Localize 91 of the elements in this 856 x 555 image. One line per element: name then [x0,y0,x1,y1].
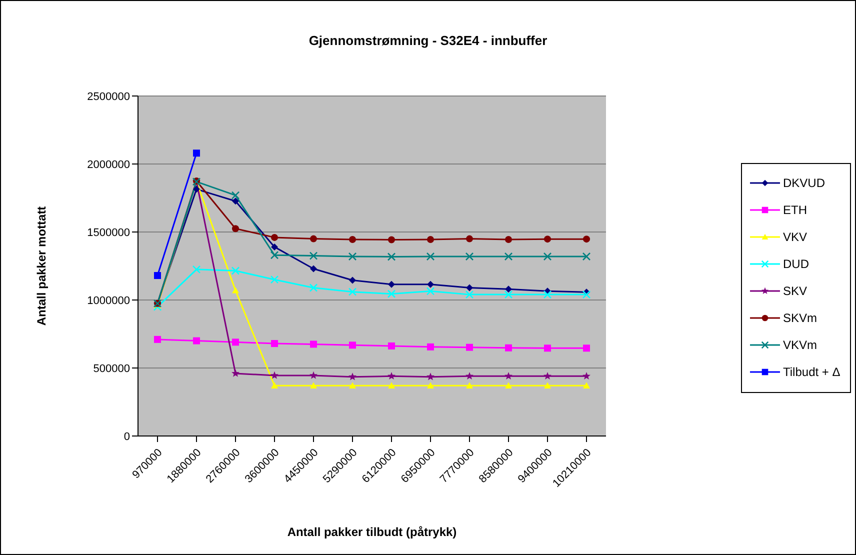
y-tick-label: 0 [124,430,130,443]
point [543,290,552,299]
point [193,150,200,157]
legend-label: SKV [783,284,808,298]
point [427,280,434,288]
point [192,265,201,274]
point [388,342,395,350]
point [309,252,318,260]
point [232,286,239,294]
point [232,338,239,346]
point [582,290,591,299]
point [387,252,396,261]
point [583,236,590,243]
point [544,236,551,243]
chart-title: Gjennomstrømning - S32E4 - innbuffer [308,33,548,48]
legend-label: Tilbudt + Δ [783,365,840,379]
legend-label: SKVm [783,311,818,325]
y-tick-label: 500000 [93,362,130,375]
point [193,337,200,344]
point [232,369,240,377]
point [154,272,161,280]
point [270,275,279,284]
point [310,382,317,388]
point [466,235,473,242]
point [348,252,357,261]
point [154,336,161,343]
point [583,382,590,388]
point [466,382,473,388]
point [505,344,512,352]
point [505,236,512,243]
point [310,371,318,379]
point [426,252,435,261]
point [544,344,551,352]
point [310,235,317,242]
y-tick-label: 1000000 [87,294,130,307]
point [232,198,239,205]
point [426,287,435,296]
point [349,236,356,243]
point [505,286,512,293]
point [543,252,552,261]
point [349,276,356,284]
point [582,252,591,261]
point [504,372,512,380]
point [504,290,513,299]
legend-label: ETH [783,203,807,217]
point [583,344,590,352]
point [582,372,590,380]
point [388,280,395,288]
point [349,382,356,388]
point [270,250,279,260]
point [504,252,513,261]
point [544,372,552,380]
point [231,191,240,200]
y-tick-label: 1500000 [87,226,130,239]
legend-label: VKVm [783,338,818,352]
point [231,266,240,275]
point [271,243,278,250]
point [427,236,434,243]
legend-label: VKV [783,230,808,244]
legend-label: DUD [783,257,809,271]
point [388,382,395,388]
point [309,284,318,292]
y-axis-title: Antall pakker mottatt [34,206,48,326]
point [348,372,356,380]
point [310,265,317,272]
x-axis-title: Antall pakker tilbudt (påtrykk) [287,525,457,539]
point [310,340,317,348]
point [427,343,434,350]
point [544,382,551,388]
point [465,252,474,261]
point [465,290,474,299]
y-tick-label: 2500000 [87,90,130,103]
point [388,236,395,244]
point [349,342,356,349]
point [271,340,278,348]
point [426,372,434,380]
point [232,225,239,232]
point [427,382,434,388]
point [466,344,473,351]
point [466,284,473,292]
y-tick-label: 2000000 [87,158,130,171]
legend-label: DKVUD [783,176,826,190]
point [387,290,396,298]
point [270,371,278,379]
point [271,234,278,241]
point [505,382,512,388]
point [388,372,396,380]
point [348,288,357,296]
point [466,372,474,380]
point [271,382,278,388]
point [193,186,200,193]
